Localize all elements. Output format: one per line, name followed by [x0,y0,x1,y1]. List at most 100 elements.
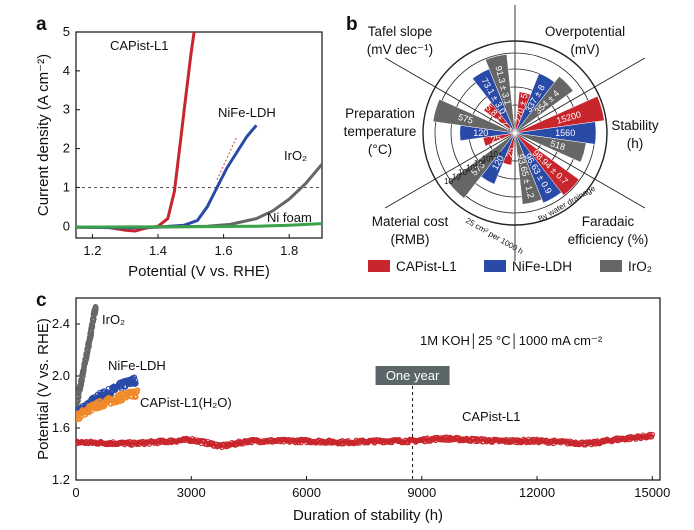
panel-b-bar-label: 518 [549,138,566,152]
panel-b-category-label: Material cost [372,214,449,229]
panel-b-sector-line [514,132,646,209]
panel-b-bar-iro2 [485,54,516,134]
panel-c-point [81,367,87,374]
panel-c-x-axis-label: Duration of stability (h) [293,507,443,524]
panel-c-point [88,331,95,338]
panel-b-sector-line [384,57,516,134]
legend-swatch-iro2 [600,260,622,272]
panel-c-x-tick-label: 6000 [292,485,321,500]
panel-b-bar-iro2 [514,132,543,205]
panel-b-category-unit: efficiency (%) [568,232,649,247]
legend-label-capist: CAPist-L1 [396,259,457,274]
panel-a-series-capist [76,32,196,233]
panel-c-label-capist: CAPist-L1 [462,409,521,424]
panel-b-category-unit: (h) [627,136,644,151]
panel-c-y-axis-label: Potential (V vs. RHE) [35,318,52,460]
panel-a-y-tick-label: 2 [63,141,70,156]
panel-a-x-tick-label: 1.4 [149,243,167,258]
panel-c-x-tick-label: 9000 [407,485,436,500]
panel-b-sector-line [514,57,646,134]
panel-b-category-unit: temperature [344,124,417,139]
panel-c-x-tick-label: 3000 [177,485,206,500]
panel-b-bar-iro2 [447,132,516,199]
panel-c-x-tick-label: 12000 [519,485,555,500]
panel-b-bar-nife [514,121,597,145]
panel-a-y-tick-label: 5 [63,24,70,39]
panel-b-category-label: Tafel slope [368,24,433,39]
panel-a-frame [75,31,323,239]
panel-c-y-tick-label: 2.4 [52,316,70,331]
panel-c-y-tick-label: 2.0 [52,368,70,383]
panel-a-y-tick-label: 4 [63,63,70,78]
panel-c-one-year-badge [375,366,450,385]
panel-c-frame [75,297,661,481]
panel-b-category-unit: (mV) [570,42,599,57]
panel-a-chart: 1.2 1.4 1.6 1.8 0 1 2 3 4 5 Potential (V vs. RHE) C… [35,24,323,280]
panel-c-point [133,380,139,387]
legend-label-nife: NiFe-LDH [512,259,572,274]
panel-c-label-iro2: IrO₂ [102,312,125,327]
panel-b-category-label: Stability [611,118,659,133]
panel-c-label-capist-h2o: CAPist-L1(H₂O) [140,395,232,410]
panel-b-bar-label: 120 [473,128,488,138]
panel-a-y-tick-label: 3 [63,102,70,117]
panel-b-letter: b [346,14,358,35]
panel-b-sector-line [384,132,516,209]
legend-swatch-capist [368,260,390,272]
panel-c-point [76,394,82,400]
panel-c-point [649,431,656,438]
panel-b-bar-capist [514,95,605,134]
panel-a-label-nife: NiFe-LDH [218,105,276,120]
panel-c-letter: c [36,290,47,311]
panel-c-y-tick-label: 1.2 [52,472,70,487]
panel-a-x-tick-label: 1.2 [83,243,101,258]
panel-b-bar-iro2 [514,132,587,163]
panel-b-category-label: Preparation [345,106,415,121]
panel-c-point [93,304,99,311]
panel-c-point [132,378,139,384]
panel-b-ring-label: 10 [452,173,461,182]
panel-b-category-unit: (mV dec⁻¹) [367,42,433,57]
panel-c-point [93,307,99,313]
panel-b-ring-label: 10³ [482,155,494,164]
panel-c-condition-text: 1M KOH│25 °C│1000 mA cm⁻² [420,333,603,349]
panel-a-x-axis-label: Potential (V vs. RHE) [128,263,270,280]
panel-b-ring-label: 10¹ [466,164,478,173]
panel-c-point [134,387,141,393]
panel-a-series-nifoam [76,222,322,229]
panel-c-point [86,342,92,349]
panel-b-bar-label: 575 [457,112,474,126]
panel-b-bar-capist [514,132,580,196]
panel-c-point [84,353,90,360]
panel-c-point [88,334,94,341]
panel-b-category-label: Faradaic [582,214,635,229]
panel-a-x-tick-label: 1.8 [280,243,298,258]
panel-b-bar-iro2 [514,76,574,134]
panel-a-label-capist: CAPist-L1 [110,38,169,53]
panel-b-category-unit2: (°C) [368,142,392,157]
panel-a-letter: a [36,14,47,35]
panel-b-bar-iro2 [432,98,516,134]
panel-b-bar-nife [514,132,562,204]
legend-label-iro2: IrO₂ [628,259,652,274]
legend-swatch-nife [484,260,506,272]
panel-b-ring-label: 10⁴ [489,150,502,159]
panel-a-x-tick-label: 1.6 [215,243,233,258]
panel-b-category-label: Overpotential [545,24,625,39]
panel-c-chart: 0 3000 6000 9000 12000 15000 1.2 1.6 2.0 2.4 Durat… [35,297,670,524]
panel-b-ring-label: 10² [474,159,486,168]
panel-b-ring-label: 10⁰ [458,168,470,177]
panel-a-series-nife [76,124,258,230]
panel-c-series-capist [76,431,656,451]
panel-a-y-tick-label: 1 [63,179,70,194]
panel-a-y-axis-label: Current density (A cm⁻²) [35,54,52,216]
panel-a-label-nifoam: Ni foam [267,210,312,225]
panel-b-category-unit: (RMB) [391,232,430,247]
panel-c-label-nife: NiFe-LDH [108,358,166,373]
panel-b-bar-label: 1560 [555,128,575,138]
panel-c-one-year-label: One year [386,368,440,383]
panel-c-x-tick-label: 0 [72,485,79,500]
panel-c-y-tick-label: 1.6 [52,420,70,435]
